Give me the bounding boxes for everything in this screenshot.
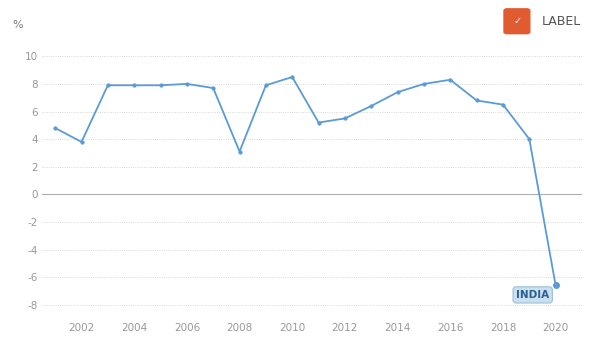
Text: INDIA: INDIA xyxy=(516,290,549,300)
Text: %: % xyxy=(13,21,23,30)
Text: ✓: ✓ xyxy=(513,16,521,26)
Text: LABEL: LABEL xyxy=(542,15,581,28)
